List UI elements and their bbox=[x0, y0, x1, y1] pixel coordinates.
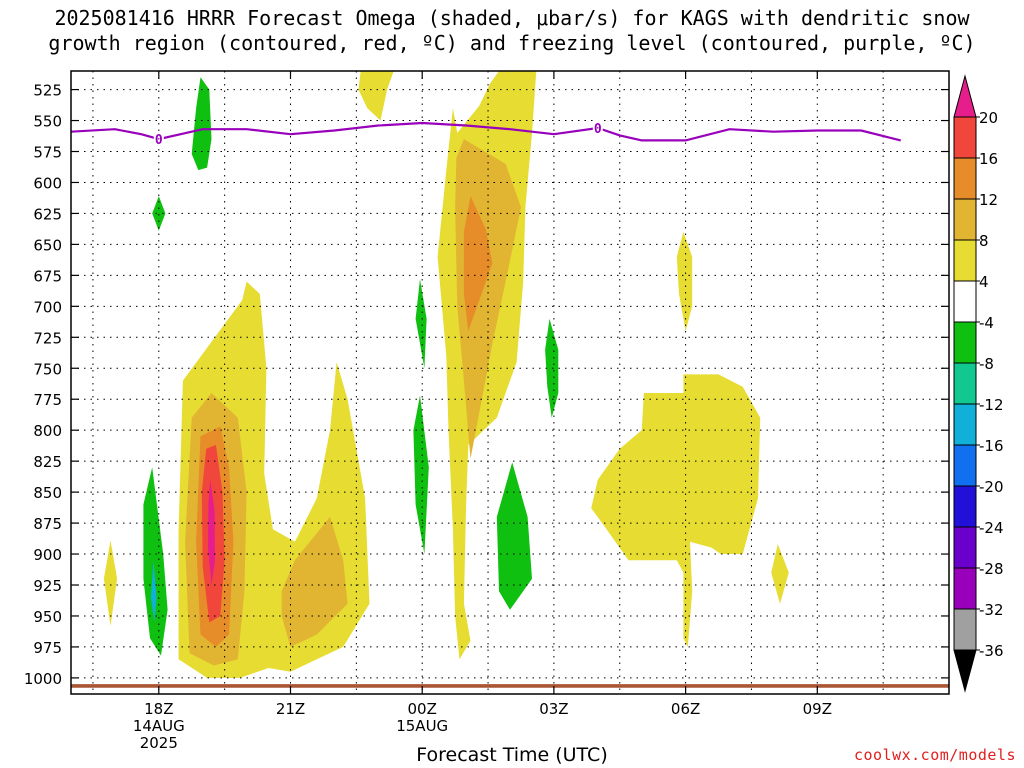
omega-colorbar: -36 -32 -28 -24 -20 -16 -12 -8 -4 4 8 12 16 20 bbox=[953, 74, 1004, 693]
colorbar-label-16: 16 bbox=[979, 150, 998, 168]
y-tick-label-650: 650 bbox=[33, 236, 62, 254]
source-credit: coolwx.com/models bbox=[853, 746, 1016, 764]
colorbar-label--16: -16 bbox=[979, 437, 1004, 455]
x-tick-label-18Z: 18Z bbox=[144, 700, 173, 718]
y-tick-label-975: 975 bbox=[33, 639, 62, 657]
omega-region-11 bbox=[358, 71, 394, 121]
plot-frame bbox=[70, 70, 950, 695]
x-tick-label-21Z: 21Z bbox=[276, 700, 305, 718]
y-tick-label-550: 550 bbox=[33, 113, 62, 131]
x-tick-year-18Z: 2025 bbox=[140, 734, 178, 752]
x-tick-date-18Z: 14AUG bbox=[133, 717, 185, 735]
x-tick-label-06Z: 06Z bbox=[671, 700, 700, 718]
freezing-label-bg bbox=[153, 131, 164, 147]
omega-region-0 bbox=[191, 77, 212, 171]
omega-region-13 bbox=[413, 395, 429, 554]
freezing-level-layer: 00 bbox=[71, 119, 901, 148]
y-tick-label-750: 750 bbox=[33, 360, 62, 378]
colorbar-swatch-11 bbox=[953, 567, 977, 610]
omega-region-18 bbox=[496, 462, 532, 610]
x-tick-date-00Z: 15AUG bbox=[396, 717, 448, 735]
y-tick-label-700: 700 bbox=[33, 298, 62, 316]
y-tick-label-875: 875 bbox=[33, 515, 62, 533]
colorbar-swatch-6 bbox=[953, 362, 977, 405]
y-tick-label-825: 825 bbox=[33, 453, 62, 471]
y-axis: 525 550 575 600 625 650 675 700 725 750 775 800 825 8… bbox=[24, 82, 949, 688]
colorbar-label--24: -24 bbox=[979, 519, 1004, 537]
colorbar-swatch-8 bbox=[953, 444, 977, 487]
freezing-level-label-1: 0 bbox=[594, 122, 602, 137]
chart-title: 2025081416 HRRR Forecast Omega (shaded, … bbox=[0, 6, 1024, 56]
omega-region-12 bbox=[415, 279, 427, 369]
omega-region-21 bbox=[771, 544, 789, 604]
omega-region-8 bbox=[143, 467, 168, 656]
freezing-level-label-0: 0 bbox=[155, 133, 163, 148]
colorbar-swatch-12 bbox=[953, 608, 977, 651]
x-axis-label: Forecast Time (UTC) bbox=[416, 744, 608, 766]
colorbar-label--8: -8 bbox=[979, 355, 994, 373]
y-tick-label-725: 725 bbox=[33, 329, 62, 347]
colorbar-bottom-arrow bbox=[953, 649, 977, 693]
chart-title-line-1: 2025081416 HRRR Forecast Omega (shaded, … bbox=[54, 6, 970, 30]
colorbar-swatch-4 bbox=[953, 280, 977, 323]
colorbar-swatch-7 bbox=[953, 403, 977, 446]
colorbar-swatch-0 bbox=[953, 116, 977, 159]
freezing-label-bg bbox=[592, 119, 603, 135]
y-tick-label-675: 675 bbox=[33, 267, 62, 285]
colorbar-label-12: 12 bbox=[979, 191, 998, 209]
omega-region-6 bbox=[208, 479, 215, 585]
omega-region-19 bbox=[676, 232, 693, 332]
y-tick-label-950: 950 bbox=[33, 608, 62, 626]
colorbar-label-4: 4 bbox=[979, 273, 989, 291]
colorbar-label--4: -4 bbox=[979, 314, 994, 332]
y-tick-label-625: 625 bbox=[33, 205, 62, 223]
y-tick-label-600: 600 bbox=[33, 174, 62, 192]
y-tick-label-800: 800 bbox=[33, 422, 62, 440]
colorbar-label-8: 8 bbox=[979, 232, 989, 250]
x-tick-label-00Z: 00Z bbox=[408, 700, 437, 718]
omega-region-9 bbox=[150, 560, 157, 623]
colorbar-label--28: -28 bbox=[979, 560, 1004, 578]
colorbar-swatch-1 bbox=[953, 157, 977, 200]
omega-shading-layer bbox=[103, 71, 789, 678]
omega-region-10 bbox=[281, 516, 348, 647]
colorbar-top-arrow bbox=[953, 74, 977, 118]
y-tick-label-775: 775 bbox=[33, 391, 62, 409]
y-tick-label-925: 925 bbox=[33, 577, 62, 595]
omega-region-7 bbox=[103, 540, 118, 626]
omega-region-1 bbox=[152, 196, 166, 231]
colorbar-label--12: -12 bbox=[979, 396, 1004, 414]
y-tick-label-900: 900 bbox=[33, 546, 62, 564]
x-tick-label-03Z: 03Z bbox=[539, 700, 568, 718]
colorbar-label--20: -20 bbox=[979, 478, 1004, 496]
y-tick-label-850: 850 bbox=[33, 484, 62, 502]
colorbar-swatch-2 bbox=[953, 198, 977, 241]
colorbar-label-20: 20 bbox=[979, 109, 998, 127]
colorbar-label--32: -32 bbox=[979, 601, 1004, 619]
omega-region-17 bbox=[545, 318, 559, 418]
y-tick-label-575: 575 bbox=[33, 144, 62, 162]
colorbar-swatch-10 bbox=[953, 526, 977, 569]
omega-region-16 bbox=[463, 196, 493, 332]
chart-title-line-2: growth region (contoured, red, ºC) and f… bbox=[48, 31, 976, 55]
colorbar-swatch-3 bbox=[953, 239, 977, 282]
colorbar-swatch-9 bbox=[953, 485, 977, 528]
x-tick-label-09Z: 09Z bbox=[803, 700, 832, 718]
colorbar-swatch-5 bbox=[953, 321, 977, 364]
colorbar-label--36: -36 bbox=[979, 642, 1004, 660]
y-tick-label-525: 525 bbox=[33, 82, 62, 100]
y-tick-label-1000: 1000 bbox=[24, 670, 62, 688]
omega-region-20 bbox=[591, 374, 761, 647]
freezing-level-contour bbox=[71, 121, 901, 142]
